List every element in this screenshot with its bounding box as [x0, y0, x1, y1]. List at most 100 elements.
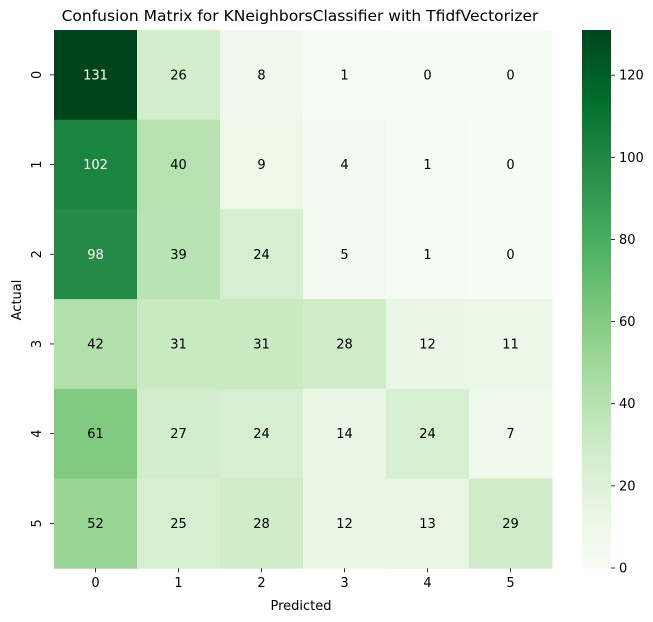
y-tick-label: 4 [30, 430, 45, 438]
heatmap-cell [386, 30, 470, 121]
heatmap-cell [54, 478, 138, 569]
heatmap-cell [303, 478, 387, 569]
heatmap-cell-label: 26 [170, 68, 187, 83]
colorbar-ticks: 0 20 40 60 80 100 120 [611, 69, 644, 577]
colorbar-tick-label: 0 [619, 562, 627, 577]
heatmap-cell [469, 209, 553, 300]
heatmap-cell-label: 25 [170, 517, 187, 532]
heatmap-cell-label: 9 [257, 158, 265, 173]
heatmap-cell-label: 0 [506, 248, 514, 263]
x-tick-label: 5 [506, 576, 514, 591]
heatmap-cell-label: 28 [253, 517, 270, 532]
colorbar-tick-label: 40 [619, 397, 636, 412]
x-tick-label: 3 [340, 576, 348, 591]
heatmap-cell-label: 14 [336, 427, 353, 442]
heatmap-cell [303, 388, 387, 479]
heatmap-cell-label: 98 [87, 248, 104, 263]
heatmap-cell [386, 299, 470, 390]
heatmap-cells [54, 30, 553, 569]
heatmap-cell [303, 119, 387, 210]
heatmap-cell [137, 209, 221, 300]
heatmap-cell-labels: 131 26 8 1 0 0 102 40 9 4 1 0 98 39 24 5 1 0 42 31 31 28 12 11 6… [83, 68, 519, 531]
heatmap-cell-label: 29 [502, 517, 519, 532]
heatmap-cell-label: 1 [423, 248, 431, 263]
heatmap-cell [220, 30, 304, 121]
x-axis-ticks: 0 1 2 3 4 5 [91, 568, 515, 591]
colorbar-tick-label: 80 [619, 233, 636, 248]
heatmap-cell-label: 1 [340, 68, 348, 83]
heatmap-cell [137, 388, 221, 479]
heatmap-cell-label: 52 [87, 517, 104, 532]
heatmap-cell [220, 299, 304, 390]
heatmap-cell-label: 28 [336, 337, 353, 352]
heatmap-cell-label: 0 [423, 68, 431, 83]
heatmap-cell-label: 1 [423, 158, 431, 173]
heatmap-cell [220, 478, 304, 569]
heatmap-cell-label: 0 [506, 68, 514, 83]
y-axis-ticks: 0 1 2 3 4 5 [30, 71, 54, 527]
heatmap-cell [54, 30, 138, 121]
heatmap-cell [54, 209, 138, 300]
heatmap-cell [386, 119, 470, 210]
heatmap-cell [137, 299, 221, 390]
x-tick-label: 2 [257, 576, 265, 591]
heatmap-cell-label: 8 [257, 68, 265, 83]
x-tick-label: 0 [91, 576, 99, 591]
heatmap-cell [303, 30, 387, 121]
colorbar [582, 30, 611, 568]
heatmap-cell [386, 478, 470, 569]
heatmap-cell [137, 30, 221, 121]
heatmap-cell-label: 39 [170, 248, 187, 263]
heatmap-cell-label: 7 [506, 427, 514, 442]
heatmap-cell-label: 12 [336, 517, 353, 532]
heatmap-cell-label: 4 [340, 158, 348, 173]
heatmap-cell-label: 11 [502, 337, 519, 352]
y-tick-label: 1 [30, 160, 45, 168]
x-tick-label: 1 [174, 576, 182, 591]
y-axis-label: Actual [10, 280, 25, 321]
y-tick-label: 2 [30, 250, 45, 258]
y-tick-label: 0 [30, 71, 45, 79]
heatmap-cell [386, 388, 470, 479]
heatmap-cell [54, 388, 138, 479]
heatmap-cell [137, 478, 221, 569]
heatmap-cell [54, 119, 138, 210]
heatmap-cell [303, 209, 387, 300]
heatmap-cell-label: 13 [419, 517, 436, 532]
heatmap-cell-label: 42 [87, 337, 104, 352]
heatmap-cell-label: 24 [253, 427, 270, 442]
heatmap-cell [220, 209, 304, 300]
heatmap-cell-label: 5 [340, 248, 348, 263]
heatmap-cell [303, 299, 387, 390]
heatmap-cell [137, 119, 221, 210]
colorbar-tick-label: 60 [619, 315, 636, 330]
heatmap-cell [469, 119, 553, 210]
heatmap-cell-label: 24 [253, 248, 270, 263]
heatmap-cell [469, 388, 553, 479]
heatmap-cell [386, 209, 470, 300]
x-axis-label: Predicted [270, 599, 331, 614]
colorbar-tick-label: 100 [619, 151, 644, 166]
heatmap-cell-label: 0 [506, 158, 514, 173]
heatmap-cell [469, 299, 553, 390]
colorbar-tick-label: 20 [619, 479, 636, 494]
heatmap-cell [220, 119, 304, 210]
colorbar-tick-label: 120 [619, 69, 644, 84]
chart-title: Confusion Matrix for KNeighborsClassifie… [62, 7, 539, 25]
heatmap-cell-label: 27 [170, 427, 187, 442]
heatmap-cell-label: 31 [253, 337, 270, 352]
heatmap-cell [469, 30, 553, 121]
heatmap-cell-label: 102 [83, 158, 108, 173]
heatmap-cell [54, 299, 138, 390]
heatmap-cell [220, 388, 304, 479]
heatmap-cell [469, 478, 553, 569]
heatmap-cell-label: 61 [87, 427, 104, 442]
heatmap-cell-label: 31 [170, 337, 187, 352]
y-tick-label: 5 [30, 519, 45, 527]
heatmap-cell-label: 24 [419, 427, 436, 442]
y-tick-label: 3 [30, 340, 45, 348]
heatmap-cell-label: 12 [419, 337, 436, 352]
x-tick-label: 4 [423, 576, 431, 591]
heatmap-cell-label: 40 [170, 158, 187, 173]
